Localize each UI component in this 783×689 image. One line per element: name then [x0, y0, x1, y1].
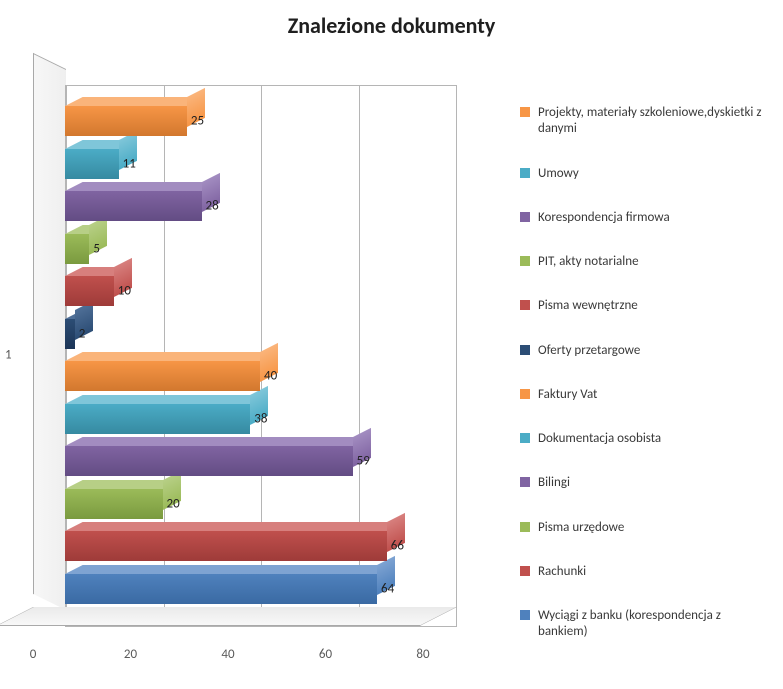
legend-label: Umowy: [538, 166, 579, 181]
legend-label: Projekty, materiały szkoleniowe,dyskietk…: [538, 105, 761, 136]
legend-marker: [520, 212, 530, 222]
x-tick-label: 80: [416, 647, 429, 662]
x-tick-label: 20: [124, 647, 137, 662]
bar-face: [65, 191, 202, 221]
legend-marker: [520, 107, 530, 117]
bar-face: [65, 149, 119, 179]
legend-label: Korespondencja firmowa: [538, 210, 670, 225]
legend-label: Oferty przetargowe: [538, 343, 640, 358]
bar-face: [65, 319, 75, 349]
bar-value-label: 2: [79, 326, 86, 341]
bar-4: 38: [65, 404, 455, 434]
bar-top-face: [65, 437, 370, 446]
legend-label: PIT, akty notarialne: [538, 254, 639, 269]
legend-marker: [520, 566, 530, 576]
legend-label: Wyciągi z banku (korespondencja z bankie…: [538, 608, 721, 639]
bar-9: 28: [65, 191, 455, 221]
bar-value-label: 11: [123, 156, 136, 171]
bar-top-face: [65, 395, 268, 404]
bar-value-label: 66: [391, 539, 404, 554]
bar-top-face: [65, 352, 278, 361]
bar-top-face: [65, 565, 395, 574]
bar-face: [65, 531, 387, 561]
y-axis-category-label: 1: [5, 348, 12, 363]
bar-value-label: 5: [93, 241, 100, 256]
bars-layer: 64 66 20 59 38 40 2 10 5 28 11 25: [65, 85, 455, 625]
bar-value-label: 25: [191, 114, 204, 129]
legend-item: Projekty, materiały szkoleniowe,dyskietk…: [520, 105, 768, 138]
x-tick-label: 40: [221, 647, 234, 662]
bar-face: [65, 489, 163, 519]
bar-10: 11: [65, 149, 455, 179]
bar-value-label: 59: [357, 454, 370, 469]
chart-title: Znalezione dokumenty: [0, 12, 783, 39]
legend-item: PIT, akty notarialne: [520, 254, 768, 270]
side-wall-3d: [33, 53, 66, 610]
legend-label: Faktury Vat: [538, 387, 597, 402]
bar-face: [65, 361, 260, 391]
bar-8: 5: [65, 234, 455, 264]
bar-face: [65, 404, 250, 434]
legend-label: Bilingi: [538, 475, 570, 490]
legend-label: Pisma urzędowe: [538, 520, 624, 535]
legend-marker: [520, 610, 530, 620]
bar-top-face: [65, 97, 205, 106]
legend-item: Faktury Vat: [520, 387, 768, 403]
bar-6: 2: [65, 319, 455, 349]
bar-0: 64: [65, 574, 455, 604]
bar-1: 66: [65, 531, 455, 561]
legend-item: Pisma urzędowe: [520, 520, 768, 536]
legend-marker: [520, 389, 530, 399]
bar-value-label: 28: [206, 199, 219, 214]
bar-7: 10: [65, 276, 455, 306]
bar-top-face: [65, 182, 219, 191]
gridline: [456, 86, 457, 626]
chart-container: Znalezione dokumenty 6466205938402105281…: [0, 0, 783, 689]
plot-area: 64 66 20 59 38 40 2 10 5 28 11 25: [65, 85, 455, 625]
legend-item: Umowy: [520, 166, 768, 182]
legend-item: Korespondencja firmowa: [520, 210, 768, 226]
legend-item: Oferty przetargowe: [520, 343, 768, 359]
bar-face: [65, 446, 353, 476]
legend-marker: [520, 300, 530, 310]
bar-face: [65, 234, 89, 264]
bar-face: [65, 106, 187, 136]
legend-label: Pisma wewnętrzne: [538, 298, 638, 313]
x-tick-label: 60: [319, 647, 332, 662]
legend-marker: [520, 168, 530, 178]
legend: Projekty, materiały szkoleniowe,dyskietk…: [520, 105, 768, 669]
legend-marker: [520, 345, 530, 355]
legend-marker: [520, 477, 530, 487]
bar-value-label: 20: [167, 496, 180, 511]
bar-face: [65, 574, 377, 604]
legend-marker: [520, 433, 530, 443]
legend-label: Dokumentacja osobista: [538, 431, 661, 446]
bar-value-label: 38: [254, 411, 267, 426]
bar-value-label: 10: [118, 284, 131, 299]
x-tick-label: 0: [30, 647, 37, 662]
legend-item: Bilingi: [520, 475, 768, 491]
legend-item: Dokumentacja osobista: [520, 431, 768, 447]
bar-value-label: 40: [264, 369, 277, 384]
legend-marker: [520, 522, 530, 532]
bar-2: 20: [65, 489, 455, 519]
bar-3: 59: [65, 446, 455, 476]
legend-item: Wyciągi z banku (korespondencja z bankie…: [520, 608, 768, 641]
bar-5: 40: [65, 361, 455, 391]
legend-label: Rachunki: [538, 564, 586, 579]
bar-value-label: 64: [381, 581, 394, 596]
legend-marker: [520, 256, 530, 266]
legend-item: Rachunki: [520, 564, 768, 580]
bar-face: [65, 276, 114, 306]
legend-item: Pisma wewnętrzne: [520, 298, 768, 314]
bar-11: 25: [65, 106, 455, 136]
bar-top-face: [65, 522, 404, 531]
